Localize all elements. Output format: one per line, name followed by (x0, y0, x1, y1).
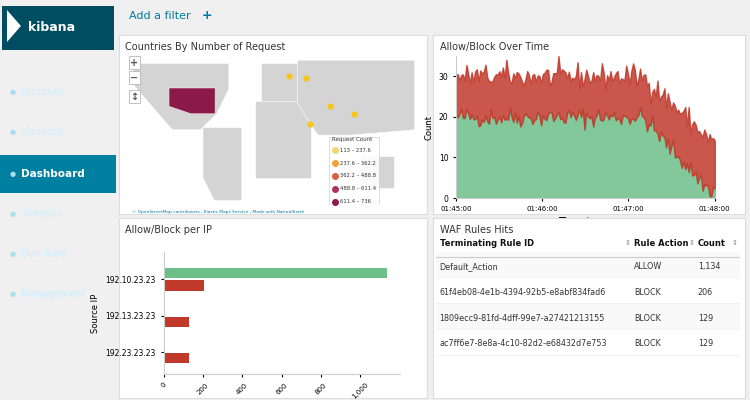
FancyBboxPatch shape (0, 155, 116, 193)
Text: BLOCK: BLOCK (634, 314, 661, 322)
Bar (164, 353, 189, 364)
Text: Rule Action: Rule Action (634, 239, 688, 248)
Text: 129: 129 (698, 339, 713, 348)
Polygon shape (255, 101, 311, 178)
Polygon shape (362, 156, 394, 188)
Text: +: + (130, 58, 138, 68)
Bar (164, 317, 189, 327)
X-axis label: Timestamp: Timestamp (559, 217, 612, 226)
Text: ●: ● (9, 211, 16, 217)
Text: 61f4eb08-4e1b-4394-92b5-e8abf834fad6: 61f4eb08-4e1b-4394-92b5-e8abf834fad6 (440, 288, 606, 297)
Text: Add a filter: Add a filter (129, 11, 194, 21)
Text: ●: ● (9, 291, 16, 297)
Text: Discover: Discover (21, 87, 64, 97)
Bar (164, 268, 387, 278)
Bar (164, 280, 204, 291)
Text: Allow/Block Over Time: Allow/Block Over Time (440, 42, 549, 52)
Text: ●: ● (9, 129, 16, 135)
Text: ALLOW: ALLOW (634, 262, 662, 271)
FancyBboxPatch shape (2, 6, 114, 50)
Text: ●: ● (9, 89, 16, 95)
Y-axis label: Source IP: Source IP (91, 293, 100, 333)
Text: 129: 129 (698, 314, 713, 322)
Text: Countries By Number of Request: Countries By Number of Request (124, 42, 285, 52)
Text: ●: ● (9, 171, 16, 177)
Text: BLOCK: BLOCK (634, 288, 661, 297)
Text: kibana: kibana (28, 21, 75, 34)
Text: 611.4 – 736: 611.4 – 736 (340, 199, 371, 204)
Text: BLOCK: BLOCK (634, 339, 661, 348)
Text: ⇕: ⇕ (625, 240, 631, 246)
Text: ↕: ↕ (130, 92, 138, 102)
Text: © OpenStreetMap contributors , Elastic Maps Service , Made with NaturalEarth: © OpenStreetMap contributors , Elastic M… (132, 210, 304, 214)
Text: 1809ecc9-81fd-4dff-99e7-a27421213155: 1809ecc9-81fd-4dff-99e7-a27421213155 (440, 314, 605, 322)
FancyBboxPatch shape (436, 252, 740, 278)
Text: ⇕: ⇕ (731, 240, 737, 246)
Text: 488.8 – 611.4: 488.8 – 611.4 (340, 186, 376, 191)
Text: Dashboard: Dashboard (21, 169, 85, 179)
Text: −: − (130, 72, 138, 82)
Text: Terminating Rule ID: Terminating Rule ID (440, 239, 534, 248)
FancyBboxPatch shape (436, 278, 740, 303)
Polygon shape (7, 10, 21, 42)
Text: 206: 206 (698, 288, 712, 297)
Polygon shape (169, 88, 215, 114)
Text: Count: Count (698, 239, 726, 248)
Text: +: + (202, 9, 212, 22)
Text: Timelion: Timelion (21, 209, 62, 219)
Text: Dev Tools: Dev Tools (21, 249, 68, 259)
FancyBboxPatch shape (436, 303, 740, 329)
Text: Visualize: Visualize (21, 127, 64, 137)
Text: 362.2 – 488.8: 362.2 – 488.8 (340, 173, 376, 178)
Polygon shape (134, 63, 229, 130)
Text: ●: ● (9, 251, 16, 257)
Text: Management: Management (21, 289, 86, 299)
Legend: ALLOW, BLOCK: ALLOW, BLOCK (483, 246, 538, 274)
Polygon shape (298, 60, 415, 135)
FancyBboxPatch shape (436, 329, 740, 355)
Text: 113 – 237.6: 113 – 237.6 (340, 148, 371, 153)
Polygon shape (203, 128, 242, 200)
Polygon shape (329, 137, 380, 210)
Text: WAF Rules Hits: WAF Rules Hits (440, 225, 513, 235)
Text: Allow/Block per IP: Allow/Block per IP (124, 225, 211, 235)
Y-axis label: Count: Count (424, 114, 433, 140)
Text: ac7ff6e7-8e8a-4c10-82d2-e68432d7e753: ac7ff6e7-8e8a-4c10-82d2-e68432d7e753 (440, 339, 607, 348)
Text: Request Count: Request Count (332, 136, 373, 142)
Text: 1,134: 1,134 (698, 262, 720, 271)
Polygon shape (261, 63, 298, 103)
Text: 237.6 – 362.2: 237.6 – 362.2 (340, 160, 376, 166)
Text: ⇕: ⇕ (688, 240, 694, 246)
Text: Default_Action: Default_Action (440, 262, 498, 271)
